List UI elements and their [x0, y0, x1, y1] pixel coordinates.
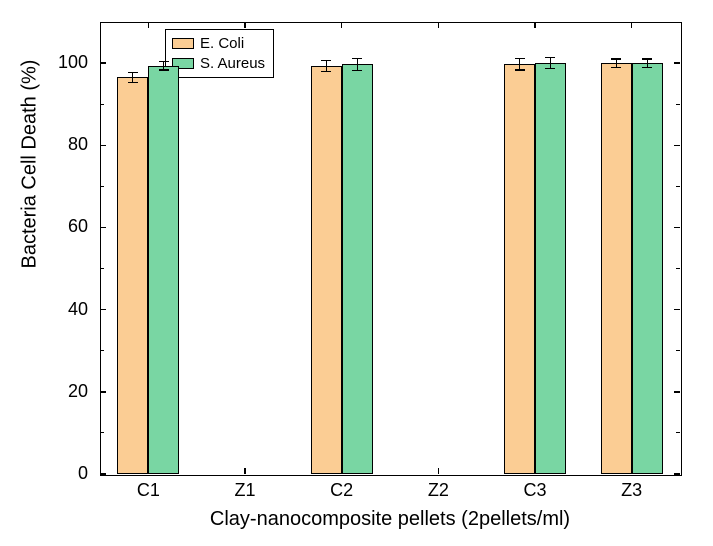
x-tick-label: C3 [523, 480, 546, 501]
error-bar [519, 59, 520, 71]
error-bar [357, 58, 358, 70]
y-minor-tick [676, 432, 680, 433]
chart-container: Bacteria Cell Death (%) Clay-nanocomposi… [0, 0, 713, 546]
error-cap [611, 67, 621, 68]
error-bar [550, 57, 551, 69]
y-minor-tick [100, 432, 104, 433]
x-tick [244, 468, 246, 474]
y-tick [674, 309, 680, 311]
y-tick [674, 145, 680, 147]
error-cap [642, 67, 652, 68]
error-cap [159, 69, 169, 70]
y-tick-label: 60 [0, 216, 88, 237]
y-tick [674, 473, 680, 475]
y-tick [100, 391, 106, 393]
y-tick [674, 391, 680, 393]
y-minor-tick [100, 268, 104, 269]
y-minor-tick [100, 104, 104, 105]
x-tick-label: Z2 [428, 480, 449, 501]
error-cap [545, 57, 555, 58]
error-cap [352, 58, 362, 59]
error-cap [642, 58, 652, 59]
bar-saureus [535, 63, 566, 474]
x-tick-label: Z1 [234, 480, 255, 501]
error-cap [515, 58, 525, 59]
x-tick [244, 22, 246, 28]
y-minor-tick [100, 350, 104, 351]
y-minor-tick [676, 268, 680, 269]
x-axis-label: Clay-nanocomposite pellets (2pellets/ml) [100, 508, 680, 531]
error-cap [128, 82, 138, 83]
x-tick-label: C2 [330, 480, 353, 501]
x-tick-label: C1 [137, 480, 160, 501]
x-tick [534, 22, 536, 28]
bar-saureus [342, 64, 373, 474]
error-cap [545, 68, 555, 69]
legend: E. Coli S. Aureus [165, 29, 274, 78]
bar-ecoli [504, 64, 535, 474]
y-tick-label: 0 [0, 463, 88, 484]
legend-label-saureus: S. Aureus [200, 54, 265, 74]
plot-area [100, 22, 682, 476]
legend-swatch-ecoli [172, 38, 194, 49]
y-tick-label: 40 [0, 299, 88, 320]
error-cap [321, 60, 331, 61]
bar-ecoli [117, 77, 148, 474]
legend-item-saureus: S. Aureus [172, 54, 265, 74]
y-tick [674, 62, 680, 64]
y-minor-tick [676, 104, 680, 105]
y-minor-tick [676, 186, 680, 187]
x-tick-label: Z3 [621, 480, 642, 501]
y-tick-label: 100 [0, 52, 88, 73]
y-tick [100, 309, 106, 311]
bar-saureus [148, 66, 179, 474]
y-minor-tick [676, 350, 680, 351]
y-tick [100, 473, 106, 475]
y-minor-tick [676, 22, 680, 23]
y-tick [100, 145, 106, 147]
bar-ecoli [311, 66, 342, 474]
x-tick [438, 22, 440, 28]
legend-item-ecoli: E. Coli [172, 34, 265, 54]
x-tick [148, 22, 150, 28]
bar-ecoli [601, 63, 632, 474]
error-bar [326, 60, 327, 72]
x-tick [631, 22, 633, 28]
y-minor-tick [100, 22, 104, 23]
y-minor-tick [100, 186, 104, 187]
error-cap [128, 72, 138, 73]
y-tick-label: 80 [0, 134, 88, 155]
error-cap [321, 71, 331, 72]
error-cap [352, 70, 362, 71]
error-cap [159, 61, 169, 62]
y-tick [100, 227, 106, 229]
error-cap [611, 58, 621, 59]
x-tick [438, 468, 440, 474]
bar-saureus [632, 63, 663, 474]
y-tick [674, 227, 680, 229]
error-cap [515, 69, 525, 70]
y-tick-label: 20 [0, 381, 88, 402]
y-tick [100, 62, 106, 64]
x-tick [341, 22, 343, 28]
legend-label-ecoli: E. Coli [200, 34, 244, 54]
